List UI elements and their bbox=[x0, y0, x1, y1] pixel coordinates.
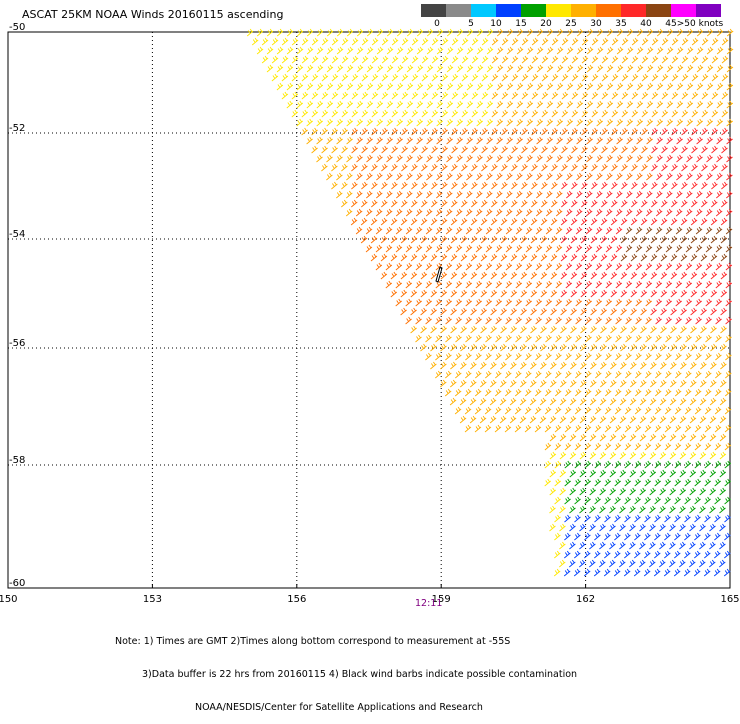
colorbar-label: 30 bbox=[590, 19, 602, 29]
colorbar-swatch bbox=[446, 4, 471, 17]
x-tick-label: 156 bbox=[287, 594, 306, 605]
colorbar-label: 40 bbox=[640, 19, 652, 29]
colorbar-label: 15 bbox=[515, 19, 527, 29]
note-line-1: Note: 1) Times are GMT 2)Times along bot… bbox=[115, 636, 511, 647]
colorbar-swatch bbox=[596, 4, 621, 17]
colorbar-swatch bbox=[571, 4, 596, 17]
colorbar-label: 20 bbox=[540, 19, 552, 29]
colorbar-swatch bbox=[671, 4, 696, 17]
x-tick-label: 165 bbox=[720, 594, 739, 605]
colorbar-swatch bbox=[496, 4, 521, 17]
colorbar-swatch bbox=[521, 4, 546, 17]
footer-notes: Note: 1) Times are GMT 2)Times along bot… bbox=[115, 614, 577, 724]
colorbar-label: >50 knots bbox=[676, 19, 724, 29]
colorbar-swatch bbox=[621, 4, 646, 17]
colorbar-label: 45 bbox=[665, 19, 677, 29]
wind-barbs bbox=[246, 28, 734, 577]
colorbar-swatch bbox=[646, 4, 671, 17]
pass-time-label: 12:11 bbox=[415, 598, 443, 609]
y-tick-label: -60 bbox=[9, 578, 25, 589]
colorbar-swatch bbox=[421, 4, 446, 17]
x-tick-label: 150 bbox=[0, 594, 18, 605]
y-tick-label: -56 bbox=[9, 338, 25, 349]
note-line-3: NOAA/NESDIS/Center for Satellite Applica… bbox=[195, 702, 483, 713]
wind-speed-colorbar: 0 5 10 15 20 25 30 35 40 45 >50 knots bbox=[421, 4, 724, 30]
colorbar-label: 0 bbox=[434, 19, 440, 29]
map-title: ASCAT 25KM NOAA Winds 20160115 ascending bbox=[22, 8, 284, 21]
x-tick-label: 159 bbox=[432, 594, 451, 605]
y-tick-label: -52 bbox=[9, 123, 25, 134]
colorbar-label: 35 bbox=[615, 19, 627, 29]
wind-map: 150 153 156 159 162 165-50-52-54-56-58-60 bbox=[0, 22, 740, 605]
contamination-marker bbox=[435, 266, 443, 283]
y-tick-label: -58 bbox=[9, 455, 25, 466]
colorbar-label: 5 bbox=[468, 19, 474, 29]
colorbar-swatch bbox=[471, 4, 496, 17]
x-tick-label: 162 bbox=[576, 594, 595, 605]
colorbar-swatch bbox=[696, 4, 721, 17]
y-tick-label: -50 bbox=[9, 22, 25, 33]
x-tick-label: 153 bbox=[143, 594, 162, 605]
colorbar-swatch bbox=[546, 4, 571, 17]
colorbar-label: 10 bbox=[490, 19, 502, 29]
note-line-2: 3)Data buffer is 22 hrs from 20160115 4)… bbox=[142, 669, 578, 680]
colorbar-label: 25 bbox=[565, 19, 577, 29]
y-tick-label: -54 bbox=[9, 229, 25, 240]
